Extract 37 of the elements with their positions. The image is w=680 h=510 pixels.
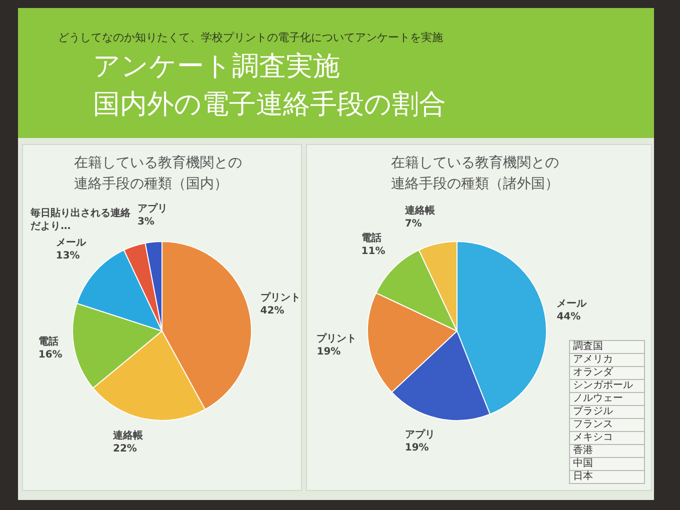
text: どうしてなのか知りたくて、学校プリントの電子化についてアンケートを実施: [58, 30, 443, 45]
slice-label: プリント: [316, 332, 357, 344]
slice-label: 毎日貼り出される連絡だより…: [30, 207, 132, 232]
slice-label: 電話: [361, 232, 382, 244]
table-cell: 香港: [570, 444, 644, 458]
slice-label: 連絡帳: [112, 429, 144, 442]
chart-title: 在籍している教育機関との連絡手段の種類（国内）: [74, 154, 243, 194]
data-label: 3%: [137, 216, 154, 228]
slice-label: メール: [556, 298, 588, 310]
data-label: 13%: [56, 250, 80, 262]
text: 国内外の電子連絡手段の割合: [93, 88, 446, 122]
table-cell: ブラジル: [570, 406, 644, 418]
table-cell: 日本: [570, 470, 644, 484]
slice-label: 電話: [38, 336, 58, 348]
table-cell: オランダ: [570, 366, 644, 380]
slice-label: 連絡帳: [404, 204, 436, 217]
chart-title: 在籍している教育機関との連絡手段の種類（諸外国）: [390, 154, 560, 194]
slice-label: アプリ: [137, 202, 168, 215]
table-cell: アメリカ: [570, 354, 644, 366]
data-label: 7%: [404, 218, 422, 230]
slice-label: アプリ: [404, 428, 435, 441]
data-label: 16%: [38, 350, 62, 361]
data-label: 42%: [260, 305, 284, 316]
data-label: 22%: [112, 443, 137, 454]
data-label: 19%: [404, 442, 429, 454]
table-cell: 調査国: [570, 340, 644, 354]
table-cell: 中国: [570, 458, 644, 470]
data-label: 44%: [556, 312, 581, 323]
text: アンケート調査実施: [93, 50, 340, 84]
table-cell: メキシコ: [570, 432, 644, 444]
data-label: 11%: [361, 246, 386, 257]
data-label: 19%: [316, 346, 341, 358]
slice-label: メール: [56, 237, 87, 248]
table-cell: フランス: [570, 418, 644, 432]
table-cell: ノルウェー: [570, 392, 644, 406]
slice-label: プリント: [260, 291, 300, 304]
table-cell: シンガポール: [570, 380, 644, 392]
